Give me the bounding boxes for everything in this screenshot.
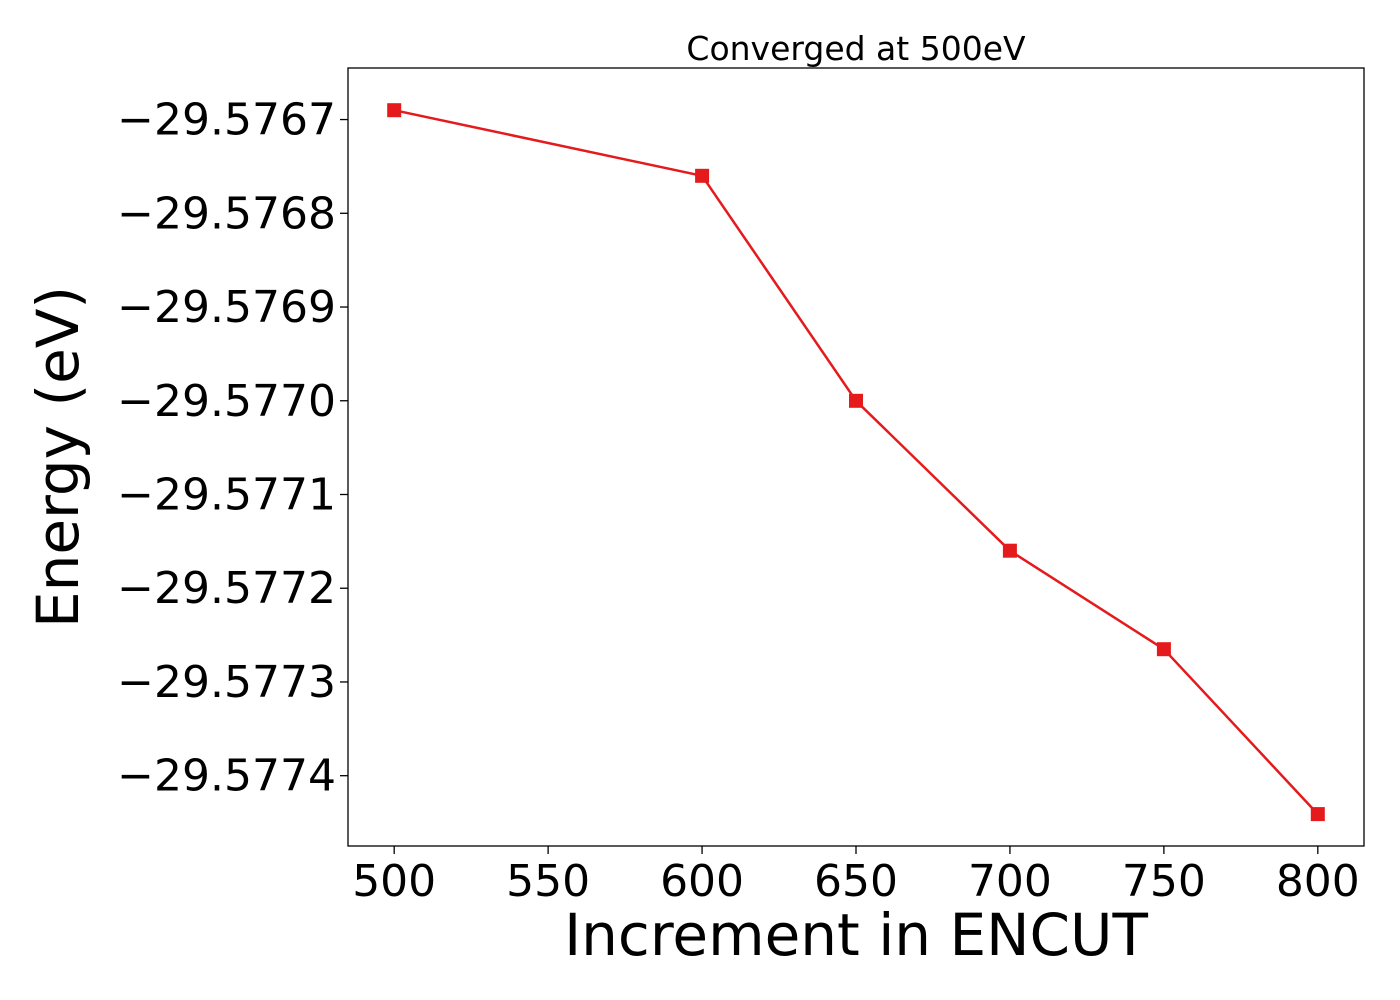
data-point-marker xyxy=(387,103,402,118)
x-tick-label: 650 xyxy=(814,856,898,907)
x-tick-label: 600 xyxy=(660,856,744,907)
y-tick-label: −29.5772 xyxy=(117,563,336,614)
x-tick-label: 550 xyxy=(506,856,590,907)
data-point-marker xyxy=(1156,642,1171,657)
x-tick-label: 500 xyxy=(352,856,436,907)
y-tick-label: −29.5773 xyxy=(117,657,336,708)
y-axis-ticks: −29.5767 −29.5768 −29.5769 −29.5770 −29.5771… xyxy=(117,95,348,802)
x-tick-label: 750 xyxy=(1122,856,1206,907)
data-point-marker xyxy=(695,168,710,183)
x-axis-label: Increment in ENCUT xyxy=(564,901,1148,969)
y-tick-label: −29.5771 xyxy=(117,469,336,520)
chart-title: Converged at 500eV xyxy=(686,29,1026,68)
x-tick-label: 700 xyxy=(968,856,1052,907)
series-line xyxy=(393,108,1319,815)
plot-area-frame xyxy=(347,67,1365,847)
series-markers xyxy=(387,103,1325,822)
y-axis-label: Energy (eV) xyxy=(24,286,92,628)
y-tick-label: −29.5768 xyxy=(117,188,336,239)
data-point-marker xyxy=(1002,543,1017,558)
y-tick-label: −29.5774 xyxy=(117,751,336,802)
y-tick-label: −29.5769 xyxy=(117,282,336,333)
x-axis-ticks: 500 550 600 650 700 750 800 xyxy=(352,846,1360,907)
y-tick-label: −29.5770 xyxy=(117,376,336,427)
data-point-marker xyxy=(849,393,863,408)
data-point-marker xyxy=(1310,807,1325,822)
x-tick-label: 800 xyxy=(1276,856,1360,907)
y-tick-label: −29.5767 xyxy=(117,95,336,146)
